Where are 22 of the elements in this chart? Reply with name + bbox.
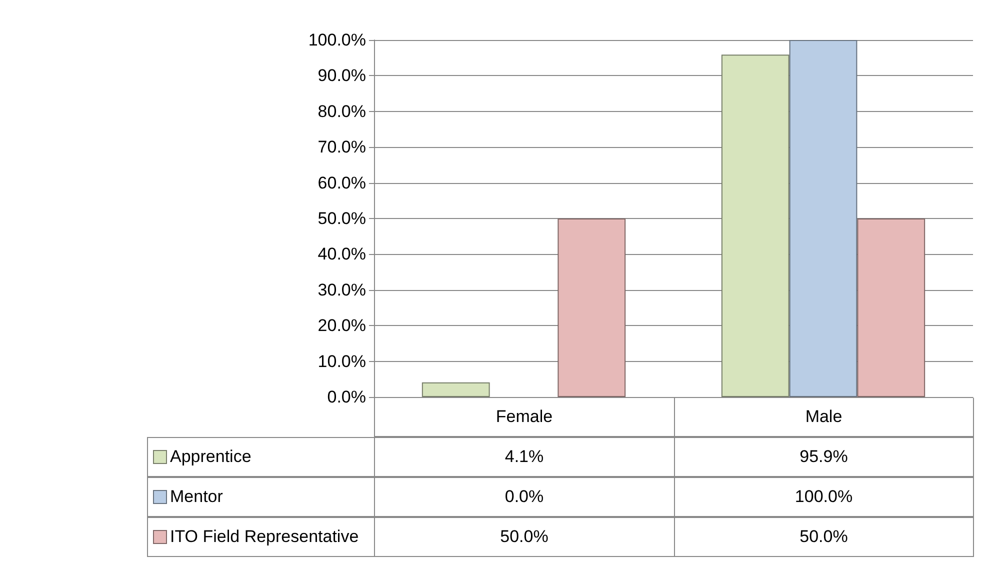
- y-tick-label: 70.0%: [318, 138, 366, 157]
- y-tick-label: 30.0%: [318, 280, 366, 300]
- y-tick-label: 20.0%: [318, 316, 366, 336]
- y-tick-label: 40.0%: [318, 244, 366, 264]
- y-tick-label: 50.0%: [318, 209, 366, 228]
- data-label: 50.0%: [674, 517, 974, 557]
- y-tick-label: 0.0%: [327, 388, 366, 406]
- y-tick-label: 80.0%: [318, 102, 366, 121]
- y-tick-label: 90.0%: [318, 66, 366, 86]
- x-tick-label: Female: [374, 398, 674, 437]
- data-label: 0.0%: [374, 477, 674, 517]
- data-label: 100.0%: [674, 477, 974, 517]
- legend-label: ITO Field Representative: [170, 527, 359, 547]
- y-tick-label: 60.0%: [318, 173, 366, 192]
- data-label: 95.9%: [674, 437, 974, 477]
- data-label: 4.1%: [374, 437, 674, 477]
- y-tick-label: 100.0%: [308, 30, 366, 50]
- x-tick-label: Male: [674, 398, 974, 437]
- y-tick-label: 10.0%: [318, 352, 366, 371]
- legend-label: Mentor: [170, 487, 223, 507]
- legend-label: Apprentice: [170, 447, 252, 467]
- data-label: 50.0%: [374, 517, 674, 557]
